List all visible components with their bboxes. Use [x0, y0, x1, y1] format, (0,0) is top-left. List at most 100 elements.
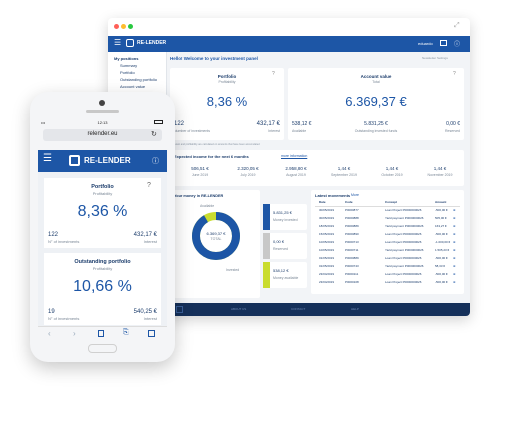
table-cell: Loan Project P0000000026	[385, 280, 422, 284]
help-icon[interactable]: ?	[272, 71, 275, 77]
expand-icon[interactable]: ⤢	[454, 22, 460, 29]
table-cell: 01/05/2019	[319, 256, 335, 260]
sidebar-item-summary[interactable]: Summary	[120, 63, 138, 68]
language-icon[interactable]	[440, 40, 447, 46]
movements-more-link[interactable]: More	[351, 193, 359, 197]
table-row[interactable]: 01/05/2019 P0000743 Yield payment P0000000…	[315, 263, 460, 270]
row-detail-icon[interactable]: ⊕	[453, 224, 456, 228]
phone-outstanding-value: 10,66 %	[73, 278, 132, 295]
income-more-link[interactable]: more information	[281, 154, 308, 158]
table-cell: Loan Project P0000000026	[385, 232, 422, 236]
phone-outstanding-count-label: N° of investments	[48, 316, 80, 321]
portfolio-value: 8,36 %	[206, 94, 248, 109]
phone-portfolio-count-label: N° of investments	[48, 239, 80, 244]
table-cell: P0000889	[345, 256, 359, 260]
phone-portfolio-card: Portfolio Profitability ? 8,36 % 122 N° …	[44, 178, 161, 248]
sidebar-item-outstanding[interactable]: Outstanding portfolio	[120, 77, 157, 82]
col-date: Date	[319, 200, 326, 204]
available-value: 538,12 €	[292, 121, 312, 127]
table-cell: 163,27 €	[435, 224, 447, 228]
portfolio-subtitle: Profitability	[218, 80, 236, 84]
table-row[interactable]: 15/05/2019 P0000890 Loan Project P00000000…	[315, 231, 460, 238]
donut-invested-label: Invested	[226, 268, 240, 272]
income-month-value: 2.320,05 €	[237, 166, 259, 171]
legend-color-swatch	[263, 204, 270, 230]
table-row[interactable]: 23/04/2019 P0000111 Loan Project P00000000…	[315, 271, 460, 278]
welcome-text: Hello! Welcome to your investment panel	[170, 56, 258, 61]
table-cell: -500,00 €	[435, 272, 448, 276]
table-row[interactable]: 23/04/2019 P0000108 Loan Project P00000000…	[315, 279, 460, 286]
row-detail-icon[interactable]: ⊕	[453, 240, 456, 244]
row-detail-icon[interactable]: ⊕	[453, 232, 456, 236]
reload-icon[interactable]: ↻	[151, 131, 157, 138]
table-cell: P0000111	[345, 272, 359, 276]
footer-help[interactable]: HELP	[351, 307, 359, 311]
sidebar-item-account[interactable]: Account value	[120, 84, 146, 89]
interest-value: 432,17 €	[256, 121, 280, 127]
legend-item: 5.831,25 € Money invested	[263, 204, 307, 230]
top-links[interactable]: Newsletter Settings	[422, 56, 448, 60]
table-cell: Loan Project P0000000026	[385, 240, 422, 244]
income-month-label: July 2019	[240, 173, 256, 177]
close-dot-icon[interactable]	[114, 24, 119, 29]
help-icon[interactable]: ?	[453, 71, 456, 77]
help-icon[interactable]: ?	[147, 182, 151, 189]
maximize-dot-icon[interactable]	[128, 24, 133, 29]
row-detail-icon[interactable]: ⊕	[453, 216, 456, 220]
row-detail-icon[interactable]: ⊕	[453, 208, 456, 212]
tabs-icon[interactable]	[148, 330, 155, 337]
row-detail-icon[interactable]: ⊕	[453, 248, 456, 252]
table-row[interactable]: 10/05/2019 P0000711 Yield payment P0000000…	[315, 247, 460, 254]
table-row[interactable]: 30/05/2019 P0000888 Yield payment P0000000…	[315, 215, 460, 222]
table-cell: P0000877	[345, 208, 359, 212]
legend-color-swatch	[263, 233, 270, 259]
back-icon[interactable]: ‹	[48, 329, 51, 338]
phone-portfolio-value: 8,36 %	[77, 203, 128, 220]
address-bar[interactable]: relender.eu ↻	[43, 129, 162, 141]
forward-icon[interactable]: ›	[73, 329, 76, 338]
table-row[interactable]: 10/05/2019 P0000713 Loan Project P00000000…	[315, 239, 460, 246]
legend-label: Reserved	[273, 247, 288, 251]
table-row[interactable]: 01/05/2019 P0000889 Loan Project P00000000…	[315, 255, 460, 262]
table-cell: P0000108	[345, 280, 359, 284]
info-icon[interactable]: ⓘ	[454, 42, 461, 48]
table-cell: 30/05/2019	[319, 208, 335, 212]
home-button[interactable]	[88, 344, 117, 353]
footnote: * Interest and profitability are calcula…	[170, 143, 260, 146]
row-detail-icon[interactable]: ⊕	[453, 280, 456, 284]
footer-about[interactable]: ABOUT US	[231, 307, 247, 311]
row-detail-icon[interactable]: ⊕	[453, 272, 456, 276]
table-cell: 10/05/2019	[319, 248, 335, 252]
row-detail-icon[interactable]: ⊕	[453, 256, 456, 260]
brand-name: RE-LENDER	[137, 40, 167, 46]
battery-icon	[154, 120, 163, 124]
table-cell: 58,33 €	[435, 264, 446, 268]
row-detail-icon[interactable]: ⊕	[453, 264, 456, 268]
table-cell: -1.000,00 €	[435, 240, 451, 244]
table-row[interactable]: 18/05/2019 P0000889 Yield payment P0000000…	[315, 223, 460, 230]
info-icon[interactable]: ⓘ	[152, 158, 159, 165]
phone-portfolio-subtitle: Profitability	[92, 191, 113, 196]
portfolio-title: Portfolio	[217, 74, 237, 79]
table-cell: -500,00 €	[435, 280, 448, 284]
user-name[interactable]: eduardo	[418, 41, 433, 46]
table-row[interactable]: 30/05/2019 P0000877 Loan Project P00000000…	[315, 207, 460, 214]
phone-outstanding-count: 19	[48, 309, 55, 315]
table-cell: -500,00 €	[435, 232, 448, 236]
minimize-dot-icon[interactable]	[121, 24, 126, 29]
table-cell: 15/05/2019	[319, 232, 335, 236]
income-month-label: October 2019	[381, 173, 403, 177]
sidebar-item-portfolio[interactable]: Portfolio	[120, 70, 135, 75]
donut-total-label: TOTAL	[210, 237, 222, 241]
menu-icon[interactable]: ☰	[43, 153, 52, 164]
income-month-value: 1,44 €	[433, 166, 447, 171]
share-icon[interactable]	[98, 330, 104, 337]
account-card: Account value Total ? 6.369,37 € 538,12 …	[288, 68, 464, 140]
table-cell: P0000711	[345, 248, 359, 252]
legend-label: Money invested	[273, 218, 298, 222]
bookmarks-icon[interactable]: ⎘	[123, 329, 129, 336]
table-cell: P0000889	[345, 224, 359, 228]
footer-contact[interactable]: CONTACT	[291, 307, 306, 311]
investments-label: Number of investments	[174, 129, 210, 133]
menu-icon[interactable]: ☰	[114, 38, 122, 47]
